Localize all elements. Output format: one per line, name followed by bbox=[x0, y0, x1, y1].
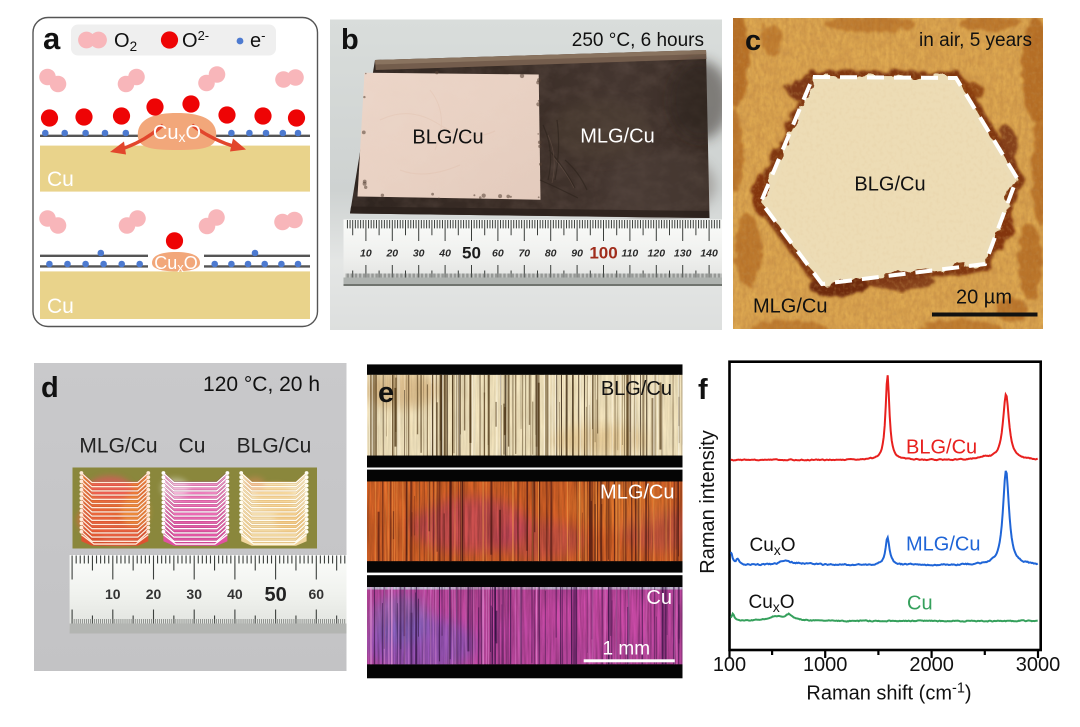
svg-text:1 mm: 1 mm bbox=[603, 639, 651, 660]
svg-text:b: b bbox=[341, 24, 359, 56]
svg-text:100: 100 bbox=[713, 654, 746, 676]
svg-text:a: a bbox=[43, 21, 61, 56]
svg-text:90: 90 bbox=[571, 248, 583, 260]
svg-text:30: 30 bbox=[413, 248, 425, 260]
svg-text:110: 110 bbox=[622, 248, 639, 260]
svg-text:BLG/Cu: BLG/Cu bbox=[601, 378, 672, 400]
svg-text:20 µm: 20 µm bbox=[956, 287, 1012, 309]
svg-text:30: 30 bbox=[186, 586, 202, 602]
svg-text:20: 20 bbox=[385, 248, 398, 260]
svg-text:10: 10 bbox=[360, 248, 372, 260]
svg-text:60: 60 bbox=[309, 586, 325, 602]
svg-text:Cu: Cu bbox=[47, 295, 74, 318]
svg-text:60: 60 bbox=[492, 248, 504, 260]
svg-text:c: c bbox=[745, 25, 761, 57]
svg-text:Raman intensity: Raman intensity bbox=[697, 430, 719, 573]
svg-text:120 °C, 20 h: 120 °C, 20 h bbox=[203, 373, 320, 396]
svg-text:Cu: Cu bbox=[47, 168, 74, 191]
svg-text:20: 20 bbox=[146, 586, 162, 602]
svg-text:140: 140 bbox=[700, 248, 718, 260]
svg-text:40: 40 bbox=[438, 248, 451, 260]
svg-text:MLG/Cu: MLG/Cu bbox=[79, 435, 157, 458]
svg-text:3000: 3000 bbox=[1016, 654, 1061, 676]
svg-text:BLG/Cu: BLG/Cu bbox=[237, 435, 312, 458]
svg-text:MLG/Cu: MLG/Cu bbox=[600, 482, 674, 504]
svg-text:in air, 5 years: in air, 5 years bbox=[919, 30, 1032, 51]
svg-text:250 °C, 6 hours: 250 °C, 6 hours bbox=[572, 30, 704, 51]
svg-text:e: e bbox=[378, 377, 394, 409]
svg-text:120: 120 bbox=[648, 248, 666, 260]
svg-text:BLG/Cu: BLG/Cu bbox=[906, 437, 977, 459]
svg-text:70: 70 bbox=[518, 248, 530, 260]
svg-text:BLG/Cu: BLG/Cu bbox=[854, 174, 925, 196]
svg-text:d: d bbox=[41, 372, 59, 404]
svg-text:Raman shift (cm-1): Raman shift (cm-1) bbox=[806, 681, 971, 705]
svg-text:2000: 2000 bbox=[909, 654, 954, 676]
svg-text:MLG/Cu: MLG/Cu bbox=[753, 296, 827, 318]
svg-text:10: 10 bbox=[105, 586, 121, 602]
svg-text:CuxO: CuxO bbox=[749, 592, 795, 615]
svg-text:MLG/Cu: MLG/Cu bbox=[906, 534, 980, 556]
svg-text:1000: 1000 bbox=[803, 654, 848, 676]
svg-text:BLG/Cu: BLG/Cu bbox=[412, 126, 483, 148]
svg-text:CuxO: CuxO bbox=[154, 253, 198, 275]
svg-text:50: 50 bbox=[264, 584, 286, 606]
svg-text:Cu: Cu bbox=[646, 587, 672, 609]
svg-text:100: 100 bbox=[589, 244, 617, 263]
svg-text:130: 130 bbox=[674, 248, 692, 260]
svg-text:CuxO: CuxO bbox=[750, 535, 796, 558]
svg-text:40: 40 bbox=[227, 586, 243, 602]
svg-text:80: 80 bbox=[545, 248, 557, 260]
svg-text:50: 50 bbox=[462, 244, 481, 263]
svg-text:Cu: Cu bbox=[907, 593, 933, 615]
svg-text:Cu: Cu bbox=[179, 435, 206, 458]
svg-text:CuxO: CuxO bbox=[153, 122, 201, 145]
svg-text:f: f bbox=[698, 374, 708, 406]
svg-text:MLG/Cu: MLG/Cu bbox=[580, 126, 654, 148]
